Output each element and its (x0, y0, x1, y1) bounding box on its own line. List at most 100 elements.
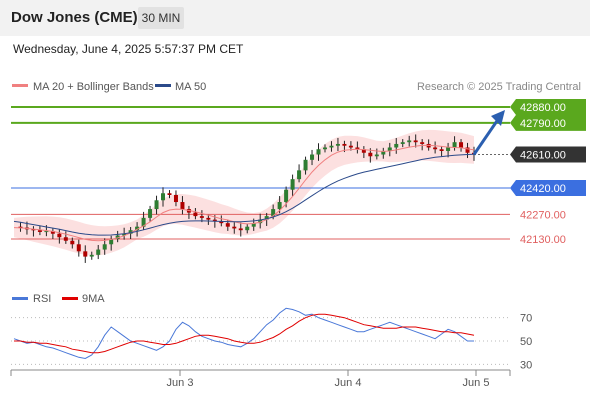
legend-ma20-label: MA 20 + Bollinger Bands (33, 81, 154, 93)
current-label-box (510, 146, 586, 163)
candle-body (264, 216, 269, 220)
ma20-line (13, 144, 475, 242)
candle-body (161, 193, 166, 201)
candle-body (83, 251, 88, 257)
candle-body (322, 147, 327, 150)
x-axis: Jun 3 Jun 4 Jun 5 (10, 369, 511, 389)
candle-body (368, 152, 373, 157)
resistance-label-box (510, 99, 586, 115)
candle-body (446, 147, 451, 151)
candle-body (70, 240, 75, 245)
chart-datetime: Wednesday, June 4, 2025 5:57:37 PM CET (13, 42, 244, 56)
credit-text: Research © 2025 Trading Central (417, 81, 581, 93)
legend-ma50-label: MA 50 (175, 81, 206, 93)
candle-body (284, 189, 289, 203)
resistance-label-box (510, 114, 586, 131)
candle-body (148, 209, 153, 218)
x-axis-label: Jun 5 (463, 377, 490, 389)
candle-body (37, 230, 42, 232)
candle-body (135, 226, 140, 231)
bollinger-bands (14, 129, 474, 256)
candle-body (193, 212, 198, 217)
pivot-label-box (510, 179, 586, 196)
candle-body (115, 235, 120, 239)
arrow-head (491, 110, 505, 126)
rsi-panel: 70 50 30 (11, 307, 532, 371)
candle-body (173, 195, 178, 203)
candle-body (167, 193, 172, 195)
candle-body (381, 151, 386, 155)
candle-body (374, 154, 379, 157)
level-labels: 42880.00 42790.00 42610.00 42420.00 42270.00… (510, 99, 586, 246)
candle-body (407, 140, 412, 143)
candle-body (400, 142, 405, 144)
rsi-tick-label: 70 (520, 313, 532, 325)
legend-rsi-label: RSI (33, 293, 51, 305)
candle-body (128, 230, 133, 234)
resistance-level-label: 42790.00 (520, 118, 566, 130)
candle-body (394, 143, 399, 148)
candle-body (387, 147, 392, 151)
candle-body (355, 147, 360, 150)
candle-body (251, 223, 256, 227)
projection-arrow (472, 110, 505, 156)
support-level-label: 42130.00 (520, 234, 566, 246)
candle-body (57, 233, 62, 238)
support-level-label: 42270.00 (520, 209, 566, 221)
candle-body (180, 202, 185, 210)
x-axis-label: Jun 4 (335, 377, 362, 389)
candle-body (303, 159, 308, 171)
candle-body (212, 219, 217, 222)
candle-body (50, 231, 55, 234)
candle-body (154, 200, 159, 210)
candle-body (433, 147, 438, 150)
candle-body (452, 142, 457, 148)
candle-body (245, 226, 250, 231)
legend-9ma-swatch (62, 297, 78, 300)
candle-body (271, 209, 276, 217)
candle-body (335, 143, 340, 146)
candle-body (316, 149, 321, 155)
current-level-label: 42610.00 (520, 150, 566, 162)
candle-body (219, 221, 224, 224)
legend-ma50-swatch (155, 84, 171, 87)
candle-body (109, 239, 114, 245)
arrow-shaft (472, 117, 501, 156)
candle-body (232, 226, 237, 229)
resistance-level-label: 42880.00 (520, 102, 566, 114)
rsi-tick-label: 30 (520, 359, 532, 371)
moving-averages (13, 144, 475, 242)
candle-body (297, 170, 302, 180)
candle-body (199, 216, 204, 218)
instrument-title: Dow Jones (CME) (11, 9, 138, 26)
pivot-level-label: 42420.00 (520, 183, 566, 195)
candle-body (348, 145, 353, 148)
candle-body (44, 231, 49, 233)
candle-body (459, 142, 464, 148)
x-axis-label: Jun 3 (167, 377, 194, 389)
bollinger-band-area (14, 129, 474, 256)
candle-body (361, 149, 366, 153)
candle-body (225, 223, 230, 227)
candle-body (310, 154, 315, 160)
candle-body (277, 202, 282, 210)
candle-body (18, 226, 23, 228)
rsi-line (13, 307, 474, 360)
candle-body (102, 244, 107, 250)
candle-body (206, 217, 211, 220)
rsi-9ma-line (14, 313, 475, 354)
candle-body (76, 244, 81, 252)
candle-body (122, 233, 127, 236)
candle-body (89, 254, 94, 257)
candle-body (413, 140, 418, 143)
candle-body (465, 147, 470, 153)
legend-ma20-swatch (12, 84, 28, 87)
price-levels (11, 106, 510, 240)
ma50-line (13, 153, 475, 236)
timeframe-badge[interactable]: 30 MIN (138, 7, 184, 29)
legend-rsi-swatch (12, 297, 28, 300)
candle-body (238, 228, 243, 231)
candle-body (141, 217, 146, 227)
candle-body (63, 237, 68, 241)
